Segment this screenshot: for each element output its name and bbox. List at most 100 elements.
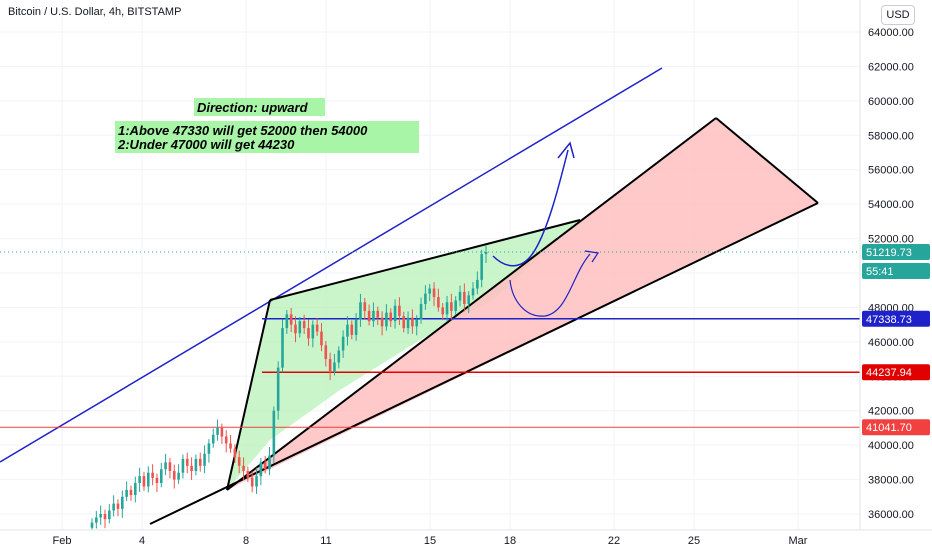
channel-upper-line: [0, 67, 663, 463]
annotation-line2: 2:Under 47000 will get 44230: [117, 137, 295, 152]
triangle-fill: [227, 118, 818, 490]
price-tick-label: 62000.00: [868, 61, 914, 73]
candle-body: [242, 465, 245, 471]
price-tick-label: 64000.00: [868, 27, 914, 39]
candle-body: [328, 359, 332, 372]
annotation-headline: Direction: upward: [197, 100, 309, 115]
candle-body: [108, 510, 111, 520]
price-label-text: 44237.94: [866, 367, 912, 379]
candle-body: [272, 410, 276, 456]
candle-body: [172, 470, 176, 480]
price-label-bg: [862, 244, 930, 261]
candle-body: [463, 291, 466, 304]
wedge-upper-line: [269, 219, 581, 301]
candle-body: [151, 472, 154, 478]
candle-body: [138, 476, 141, 484]
candle-body: [250, 477, 254, 487]
candle-body: [389, 312, 393, 322]
candle-body: [268, 455, 271, 470]
candle-body: [337, 350, 341, 363]
price-tick-label: 58000.00: [868, 130, 914, 142]
candle-body: [363, 302, 367, 311]
candle-body: [142, 476, 146, 487]
time-axis[interactable]: Feb 4 8 11 15 18 22 25 Mar: [0, 529, 932, 550]
candle-body: [285, 314, 289, 329]
candle-body: [177, 472, 180, 480]
candle-body: [90, 522, 94, 528]
time-tick-label: 8: [243, 535, 249, 547]
candle-body: [311, 324, 315, 339]
candle-body: [233, 448, 237, 458]
candle-body: [255, 476, 258, 487]
candle-body: [346, 324, 349, 337]
candle-body: [398, 305, 401, 317]
price-label-text: 55:41: [866, 266, 894, 278]
candle-body: [216, 427, 219, 435]
candle-body: [229, 443, 232, 449]
currency-button[interactable]: USD: [881, 5, 915, 25]
annotation-headline-bg: [194, 98, 325, 116]
candle-body: [181, 458, 185, 473]
candles: [90, 245, 488, 533]
candle-body: [471, 288, 475, 296]
candle-body: [246, 470, 250, 478]
symbol-title: Bitcoin / U.S. Dollar, 4h, BITSTAMP: [8, 6, 182, 18]
candle-body: [458, 291, 462, 301]
candle-body: [263, 462, 267, 470]
retest-arrowhead: [584, 250, 600, 263]
price-tick-label: 46000.00: [868, 337, 914, 349]
candle-body: [99, 514, 102, 518]
price-tick-label: 54000.00: [868, 199, 914, 211]
candle-body: [194, 458, 198, 471]
price-label-bg: [862, 419, 930, 436]
price-label-bg: [862, 364, 930, 381]
price-tick-label: 56000.00: [868, 165, 914, 177]
candle-body: [484, 252, 488, 255]
candle-body: [116, 503, 120, 509]
candle-body: [125, 489, 128, 497]
candle-body: [385, 312, 388, 327]
candle-body: [450, 302, 453, 311]
candle-body: [133, 483, 137, 496]
candle-body: [146, 472, 150, 487]
candle-body: [164, 462, 167, 470]
candle-body: [341, 336, 345, 351]
price-tick-label: 52000.00: [868, 234, 914, 246]
candle-body: [103, 514, 107, 520]
candle-body: [432, 288, 436, 298]
price-tick-label: 60000.00: [868, 96, 914, 108]
candle-body: [185, 458, 189, 466]
price-label-bg: [862, 263, 930, 280]
candle-body: [315, 324, 319, 332]
time-tick-label: 22: [608, 535, 620, 547]
candle-body: [402, 316, 406, 329]
candle-body: [424, 293, 427, 304]
candle-body: [112, 503, 115, 511]
candle-body: [359, 302, 362, 320]
time-tick-label: Mar: [789, 535, 808, 547]
candle-body: [437, 297, 440, 308]
price-labels: 51219.73 55:41 47338.73 44237.94 41041.70: [862, 244, 930, 436]
candle-body: [350, 324, 354, 335]
candle-body: [476, 279, 479, 289]
candle-body: [302, 321, 306, 329]
candle-body: [155, 477, 159, 484]
breakout-arrowhead: [557, 141, 575, 159]
candle-body: [376, 310, 380, 318]
candle-body: [207, 443, 211, 454]
candle-body: [393, 305, 397, 322]
candle-body: [454, 300, 457, 311]
breakout-arrow: [492, 149, 569, 267]
annotation-note: Direction: upward 1:Above 47330 will get…: [115, 98, 419, 153]
wedge-left-line: [226, 299, 271, 491]
price-label-text: 47338.73: [866, 314, 912, 326]
candle-body: [168, 462, 172, 471]
candle-body: [237, 457, 241, 466]
candle-body: [224, 436, 228, 444]
annotation-body-bg: [115, 121, 419, 153]
candle-body: [333, 362, 336, 372]
candle-body: [307, 328, 310, 339]
candle-body: [411, 317, 414, 327]
